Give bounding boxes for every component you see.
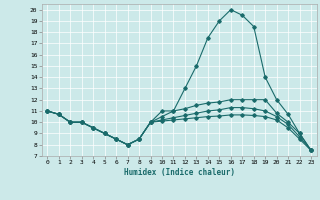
X-axis label: Humidex (Indice chaleur): Humidex (Indice chaleur) bbox=[124, 168, 235, 177]
